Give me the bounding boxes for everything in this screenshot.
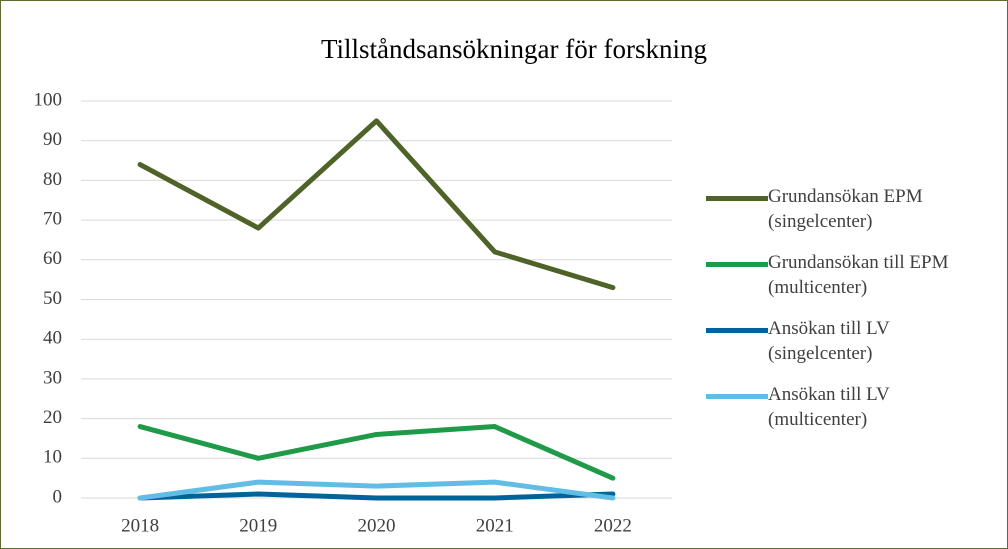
legend: Grundansökan EPM (singelcenter) Grundansö… — [706, 184, 1006, 448]
x-tick-label: 2022 — [594, 515, 632, 536]
y-tick-label: 100 — [34, 89, 63, 110]
y-tick-label: 80 — [43, 169, 62, 190]
legend-swatch — [706, 262, 768, 267]
legend-label: Ansökan till LV (multicenter) — [768, 384, 890, 430]
y-tick-label: 90 — [43, 129, 62, 150]
y-tick-label: 20 — [43, 407, 62, 428]
legend-label: Grundansökan EPM (singelcenter) — [768, 186, 923, 232]
x-tick-label: 2021 — [476, 515, 514, 536]
y-tick-label: 30 — [43, 367, 62, 388]
legend-item: Ansökan till LV (singelcenter) — [706, 316, 1006, 382]
x-tick-label: 2018 — [121, 515, 159, 536]
legend-item: Grundansökan till EPM (multicenter) — [706, 250, 1006, 316]
x-tick-label: 2019 — [239, 515, 277, 536]
series-line — [137, 118, 616, 291]
legend-label: Ansökan till LV (singelcenter) — [768, 318, 890, 364]
y-tick-label: 0 — [53, 486, 63, 507]
y-tick-label: 40 — [43, 328, 62, 349]
legend-item: Ansökan till LV (multicenter) — [706, 382, 1006, 448]
y-tick-label: 10 — [43, 447, 62, 468]
y-tick-label: 70 — [43, 208, 62, 229]
legend-item: Grundansökan EPM (singelcenter) — [706, 184, 1006, 250]
y-tick-label: 50 — [43, 288, 62, 309]
series-line — [137, 491, 616, 501]
series-line — [137, 479, 616, 501]
legend-swatch — [706, 196, 768, 201]
y-tick-label: 60 — [43, 248, 62, 269]
chart-title: Tillståndsansökningar för forskning — [321, 34, 707, 64]
x-tick-label: 2020 — [358, 515, 396, 536]
legend-swatch — [706, 328, 768, 333]
legend-label: Grundansökan till EPM (multicenter) — [768, 252, 949, 298]
legend-swatch — [706, 394, 768, 399]
series-line — [137, 424, 616, 481]
